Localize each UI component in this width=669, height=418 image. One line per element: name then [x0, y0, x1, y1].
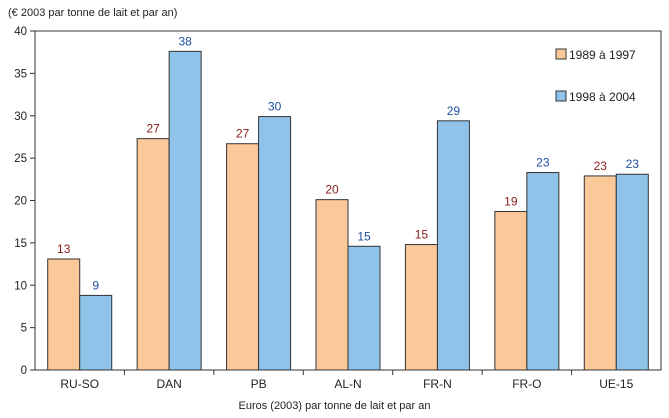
bar	[136, 138, 170, 371]
legend-label: 1989 à 1997	[569, 48, 636, 62]
x-tick-label: RU-SO	[60, 377, 99, 391]
data-label: 19	[504, 195, 518, 209]
bar	[79, 294, 113, 371]
y-axis-unit-label: (€ 2003 par tonne de lait et par an)	[8, 7, 178, 19]
x-tick-label: DAN	[156, 377, 181, 391]
data-label: 30	[268, 100, 282, 114]
y-tick-label: 35	[14, 68, 27, 80]
data-label: 23	[626, 157, 640, 171]
data-label: 13	[57, 242, 71, 256]
y-tick-label: 0	[21, 365, 27, 377]
data-label: 23	[594, 159, 608, 173]
y-tick-label: 40	[14, 26, 27, 38]
x-tick-label: AL-N	[334, 377, 361, 391]
x-axis-title: Euros (2003) par tonne de lait et par an	[238, 400, 431, 412]
data-label: 29	[447, 104, 461, 118]
data-label: 15	[415, 228, 429, 242]
bar	[168, 50, 202, 371]
x-tick-label: PB	[251, 377, 267, 391]
x-tick-label: UE-15	[599, 377, 633, 391]
legend-swatch	[555, 90, 567, 102]
data-label: 9	[92, 278, 99, 292]
data-label: 20	[325, 183, 339, 197]
legend-swatch	[555, 48, 567, 60]
bar	[404, 244, 438, 371]
x-tick-label: FR-N	[423, 377, 452, 391]
data-label: 27	[146, 122, 160, 136]
legend-label: 1998 à 2004	[569, 90, 636, 104]
bar	[347, 245, 381, 371]
bar	[494, 211, 528, 371]
bar	[258, 116, 292, 371]
x-tick-label: FR-O	[512, 377, 541, 391]
data-label: 15	[357, 229, 371, 243]
bar	[47, 258, 81, 371]
y-tick-label: 20	[14, 196, 27, 208]
y-tick-label: 15	[14, 238, 27, 250]
bar	[526, 172, 560, 371]
y-tick-label: 30	[14, 111, 27, 123]
bar	[315, 199, 349, 371]
data-label: 23	[536, 156, 550, 170]
data-label: 38	[178, 34, 192, 48]
y-tick-label: 5	[21, 323, 27, 335]
y-tick-label: 25	[14, 153, 27, 165]
bar	[226, 143, 260, 371]
bar	[615, 173, 649, 371]
y-tick-label: 10	[14, 280, 27, 292]
bar	[583, 175, 617, 371]
data-label: 27	[236, 127, 250, 141]
bar	[436, 120, 470, 371]
